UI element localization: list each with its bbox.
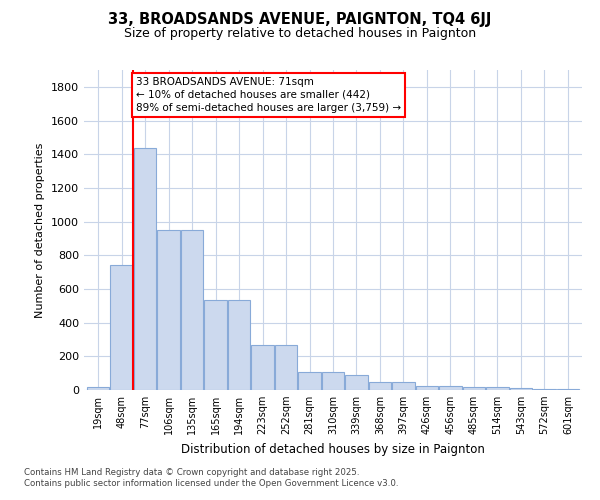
Text: 33, BROADSANDS AVENUE, PAIGNTON, TQ4 6JJ: 33, BROADSANDS AVENUE, PAIGNTON, TQ4 6JJ (109, 12, 491, 27)
Bar (275, 346, 298, 390)
Bar (557, 389, 579, 390)
Bar (181, 230, 203, 390)
Bar (416, 386, 439, 390)
Bar (463, 388, 485, 390)
Bar (298, 372, 321, 390)
Bar (392, 382, 415, 390)
Text: Size of property relative to detached houses in Paignton: Size of property relative to detached ho… (124, 28, 476, 40)
Bar (486, 388, 509, 390)
Bar (509, 388, 532, 390)
Bar (345, 375, 368, 390)
Bar (157, 230, 180, 390)
Bar (134, 148, 157, 390)
Bar (439, 386, 462, 390)
Bar (251, 346, 274, 390)
Bar (227, 300, 250, 390)
Bar (110, 264, 133, 390)
Bar (204, 300, 227, 390)
Text: Contains HM Land Registry data © Crown copyright and database right 2025.
Contai: Contains HM Land Registry data © Crown c… (24, 468, 398, 487)
Text: 33 BROADSANDS AVENUE: 71sqm
← 10% of detached houses are smaller (442)
89% of se: 33 BROADSANDS AVENUE: 71sqm ← 10% of det… (136, 76, 401, 113)
Bar (87, 386, 109, 390)
Y-axis label: Number of detached properties: Number of detached properties (35, 142, 46, 318)
Bar (322, 372, 344, 390)
X-axis label: Distribution of detached houses by size in Paignton: Distribution of detached houses by size … (181, 442, 485, 456)
Bar (368, 382, 391, 390)
Bar (533, 388, 556, 390)
